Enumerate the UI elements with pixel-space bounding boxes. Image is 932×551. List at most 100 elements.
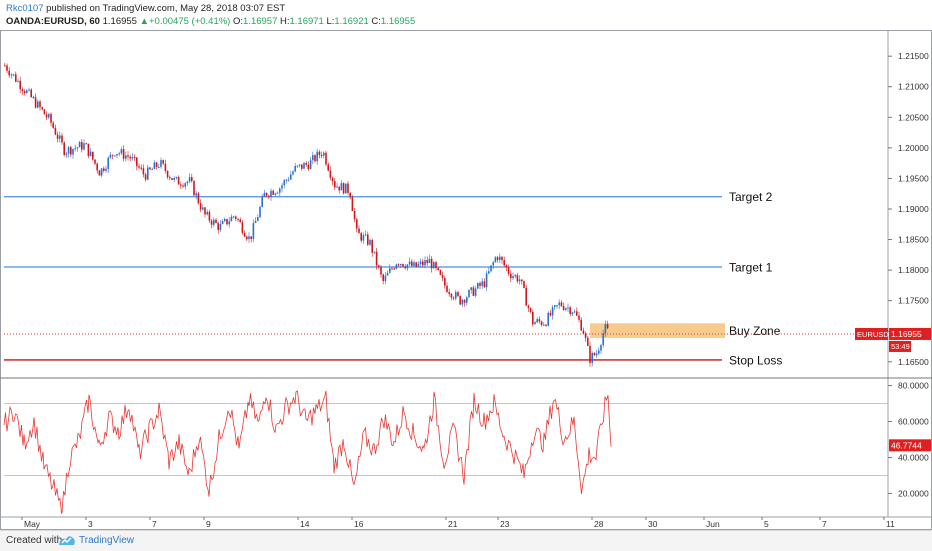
candle-body	[347, 183, 349, 193]
candle-body	[316, 151, 318, 162]
candle-body	[197, 193, 200, 204]
price-axis-label: 1.20000	[898, 143, 929, 153]
candle-body	[28, 89, 30, 91]
symbol-name[interactable]: OANDA:EURUSD, 60	[6, 16, 100, 27]
candle-body	[470, 287, 472, 291]
candle-body	[72, 149, 74, 155]
candle-body	[248, 236, 250, 240]
candle-body	[4, 65, 6, 67]
candle-body	[499, 256, 501, 260]
candle-body	[237, 218, 239, 220]
candle-body	[210, 220, 213, 225]
candle-body	[481, 281, 483, 286]
candle-body	[193, 181, 195, 196]
candle-body	[32, 97, 35, 99]
candle-body	[485, 273, 488, 288]
candle-body	[144, 174, 147, 180]
candle-body	[276, 192, 279, 194]
candle-body	[254, 221, 257, 224]
candle-body	[602, 333, 604, 346]
candle-body	[492, 262, 494, 266]
candle-body	[19, 80, 21, 90]
candle-body	[362, 235, 365, 241]
candle-body	[402, 264, 404, 267]
candle-body	[10, 74, 13, 76]
candle-body	[81, 142, 83, 150]
candle-body	[89, 151, 92, 156]
candle-body	[369, 239, 371, 245]
buy-zone-label: Buy Zone	[729, 324, 781, 338]
candle-body	[514, 275, 516, 277]
candle-body	[142, 168, 145, 175]
candle-body	[74, 148, 76, 150]
time-axis-label: 7	[152, 519, 157, 529]
time-axis-label: May	[24, 519, 41, 529]
candle-body	[151, 169, 153, 171]
candle-body	[393, 268, 395, 270]
candle-body	[604, 324, 607, 334]
candle-body	[404, 266, 406, 269]
candle-body	[547, 312, 549, 326]
rsi-axis-label: 80.0000	[898, 381, 929, 391]
candle-body	[318, 151, 321, 156]
candle-body	[50, 114, 52, 123]
candle-body	[472, 287, 475, 296]
candle-body	[305, 163, 307, 165]
candle-body	[182, 185, 184, 187]
candle-body	[503, 260, 505, 266]
candle-body	[294, 165, 296, 172]
close-value: 1.16955	[380, 16, 416, 27]
chart-header: Rkc0107 published on TradingView.com, Ma…	[0, 0, 932, 30]
rsi-value: 46.7744	[891, 440, 922, 450]
price-axis-label: 1.21500	[898, 51, 929, 61]
candle-body	[391, 268, 393, 270]
candles	[4, 62, 609, 367]
candle-body	[195, 193, 197, 196]
candle-body	[529, 307, 532, 312]
time-axis-label: 3	[88, 519, 93, 529]
candle-body	[158, 166, 160, 168]
price-chart[interactable]: 1.21500 1.21000 1.20500 1.20000 1.19500 1.190…	[0, 30, 932, 530]
candle-body	[356, 219, 358, 229]
candle-body	[331, 177, 334, 182]
price-axis-label: 1.20500	[898, 112, 929, 122]
candle-body	[560, 302, 563, 307]
candle-body	[521, 279, 523, 282]
candle-body	[92, 151, 94, 160]
candle-body	[105, 168, 107, 171]
rsi-axis-label: 40.0000	[898, 452, 929, 462]
price-axis-label: 1.21000	[898, 82, 929, 92]
candle-body	[37, 101, 39, 108]
footer: Created with TradingView	[0, 530, 932, 551]
candle-body	[125, 155, 127, 159]
candle-body	[235, 216, 237, 219]
low-value: 1.16921	[334, 16, 369, 27]
candle-body	[523, 281, 525, 288]
candle-body	[536, 319, 538, 323]
candle-body	[353, 211, 356, 220]
candle-body	[265, 192, 268, 196]
candle-body	[109, 154, 112, 158]
price-tag	[889, 327, 931, 340]
candle-body	[567, 307, 569, 309]
candle-body	[15, 74, 17, 82]
candle-body	[606, 324, 609, 329]
candle-body	[483, 281, 486, 288]
candle-body	[371, 239, 373, 253]
candle-body	[83, 143, 85, 150]
symbol-line: OANDA:EURUSD, 60 1.16955 ▲+0.00475 (+0.4…	[6, 16, 416, 27]
candle-body	[540, 321, 543, 325]
tradingview-brand[interactable]: TradingView	[79, 535, 135, 546]
candle-body	[554, 305, 556, 308]
author-link[interactable]: Rkc0107	[6, 3, 44, 14]
candle-body	[136, 157, 138, 167]
candle-body	[527, 305, 530, 308]
candle-body	[166, 170, 169, 178]
candle-body	[591, 353, 593, 363]
candle-body	[479, 283, 481, 286]
time-axis-label: 16	[354, 519, 364, 529]
candle-body	[589, 345, 591, 363]
candle-body	[188, 177, 191, 182]
candle-body	[45, 114, 48, 118]
candle-body	[177, 177, 180, 185]
